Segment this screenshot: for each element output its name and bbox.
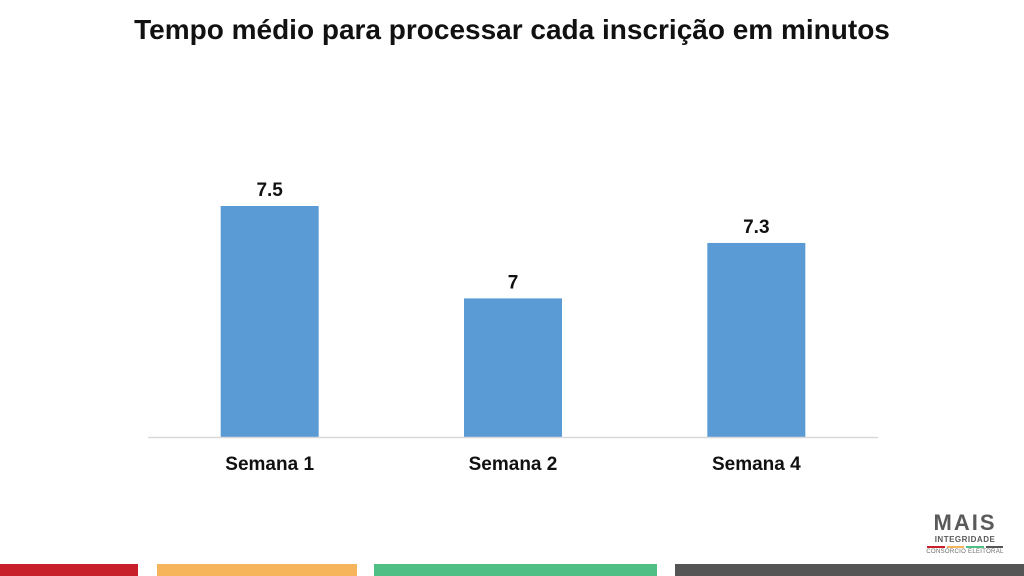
bar-semana-2	[464, 298, 562, 437]
footer-bar-orange	[157, 564, 357, 576]
data-label: 7.3	[743, 217, 769, 238]
logo-color-stripes	[927, 546, 1003, 548]
logo-sub-text: INTEGRIDADE	[934, 535, 996, 544]
bar-semana-4	[707, 242, 806, 437]
logo-stripe-green	[966, 546, 984, 548]
data-label: 7	[508, 272, 519, 293]
x-tick-label: Semana 2	[469, 454, 558, 475]
mais-integridade-logo: MAIS INTEGRIDADE CONSÓRCIO ELEITORAL	[922, 512, 1008, 558]
footer-bar-green	[374, 564, 657, 576]
chart-title: Tempo médio para processar cada inscriçã…	[134, 14, 890, 45]
x-tick-label: Semana 4	[712, 454, 801, 475]
logo-tagline: CONSÓRCIO ELEITORAL	[926, 549, 1004, 555]
bars-layer	[220, 206, 806, 437]
x-tick-label: Semana 1	[225, 454, 314, 475]
data-label: 7.5	[256, 180, 283, 201]
logo-stripe-red	[927, 546, 945, 548]
bar-semana-1	[220, 206, 319, 437]
logo-main-text: MAIS	[933, 510, 997, 535]
logo-stripe-orange	[946, 546, 964, 548]
footer-bar-red	[0, 564, 138, 576]
footer-bar-gray	[675, 564, 1024, 576]
logo-stripe-gray	[985, 546, 1003, 548]
labels-layer: 7.5 Semana 1 7 Semana 2 7.3 Semana 4	[225, 180, 801, 475]
